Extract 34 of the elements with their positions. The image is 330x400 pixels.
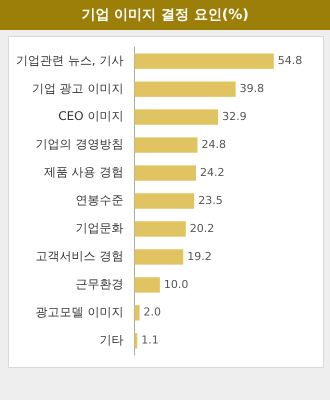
y-tick-label: 기업문화 [75, 221, 124, 236]
data-label: 39.8 [240, 82, 264, 96]
bar [134, 333, 138, 349]
bar [134, 305, 140, 321]
y-tick-label: CEO 이미지 [58, 109, 124, 124]
y-tick-label: 고객서비스 경험 [36, 249, 124, 264]
data-label: 20.2 [190, 222, 214, 235]
bar [134, 109, 218, 125]
y-tick-label: 근무환경 [75, 277, 124, 292]
bar [134, 165, 196, 181]
data-label: 1.1 [141, 334, 159, 347]
data-label: 23.5 [198, 194, 223, 207]
bar [134, 81, 236, 97]
data-label: 10.0 [164, 278, 188, 291]
bar [134, 193, 194, 209]
y-tick-label: 제품 사용 경험 [44, 165, 124, 180]
y-tick-label: 연봉수준 [75, 193, 124, 208]
bar [134, 249, 184, 265]
y-tick-label: 기업관련 뉴스, 기사 [16, 53, 124, 68]
y-tick-label: 기업의 경영방침 [36, 137, 124, 152]
data-label: 19.2 [187, 250, 212, 263]
bar [134, 53, 274, 69]
y-tick-label: 기타 [99, 332, 124, 347]
bar [134, 221, 186, 237]
bar [134, 137, 198, 153]
data-label: 24.2 [200, 166, 224, 179]
y-tick-label: 광고모델 이미지 [36, 304, 124, 319]
data-label: 32.9 [222, 110, 247, 123]
data-label: 54.8 [278, 54, 302, 68]
y-tick-label: 기업 광고 이미지 [32, 81, 124, 96]
data-label: 24.8 [202, 138, 226, 151]
data-label: 2.0 [144, 306, 162, 319]
chart-title: 기업 이미지 결정 요인(%) [0, 0, 330, 30]
bar [134, 277, 160, 293]
